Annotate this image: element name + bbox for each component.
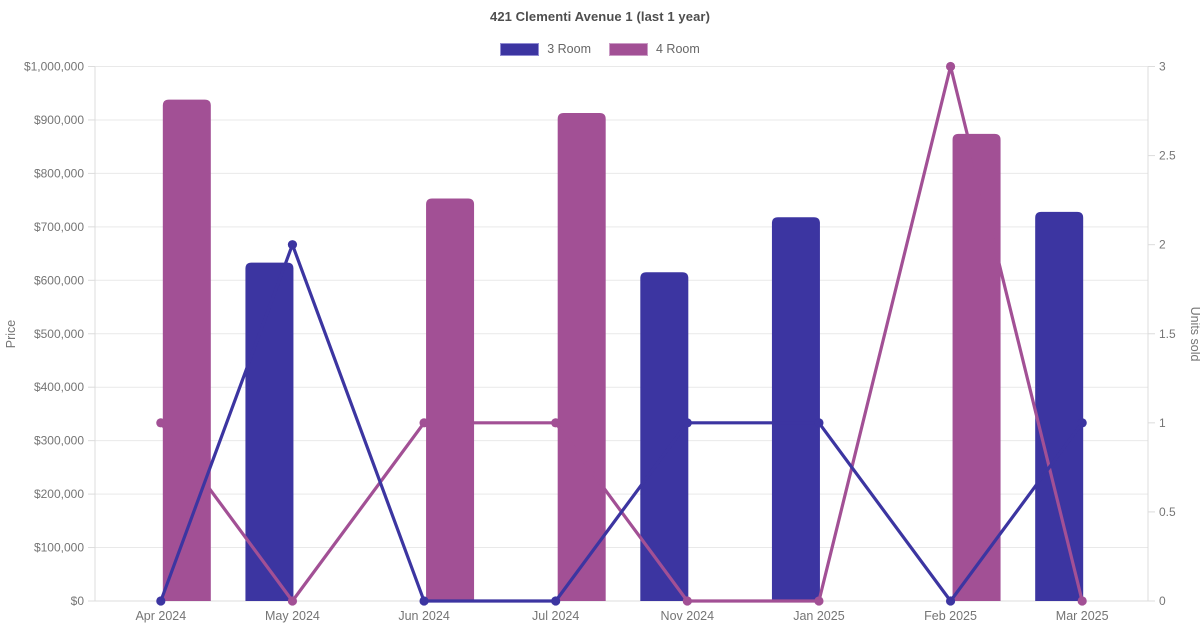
left-tick-label: $900,000 [34, 113, 84, 127]
units-point-3-room-may-2024[interactable] [287, 240, 298, 250]
chart-legend: 3 Room 4 Room [0, 42, 1200, 56]
units-point-4-room-jun-2024[interactable] [419, 418, 429, 428]
units-point-3-room-jun-2024[interactable] [419, 596, 429, 606]
x-tick-label: May 2024 [265, 609, 320, 623]
units-point-4-room-jan-2025[interactable] [814, 596, 824, 606]
price-bar-3-room-jan-2025[interactable] [771, 217, 820, 601]
right-tick-label: 0.5 [1159, 505, 1176, 519]
legend-swatch-3-room [500, 42, 540, 56]
x-tick-label: Nov 2024 [661, 609, 715, 623]
units-point-4-room-may-2024[interactable] [287, 596, 298, 606]
x-tick-label: Feb 2025 [924, 609, 977, 623]
right-tick-label: 1 [1159, 416, 1166, 430]
units-point-4-room-mar-2025[interactable] [1077, 596, 1087, 606]
legend-label-3-room: 3 Room [547, 42, 591, 56]
price-bars-3-room [245, 211, 1084, 601]
left-tick-label: $100,000 [34, 541, 84, 555]
units-point-3-room-jan-2025[interactable] [814, 418, 824, 428]
chart-title: 421 Clementi Avenue 1 (last 1 year) [489, 9, 711, 24]
legend-item-4-room[interactable]: 4 Room [609, 42, 700, 56]
right-tick-label: 1.5 [1159, 327, 1176, 341]
left-tick-label: $500,000 [34, 327, 84, 341]
x-tick-label: Jan 2025 [793, 609, 844, 623]
right-axis: 0 0.5 1 1.5 2 2.5 3 [1148, 60, 1176, 608]
price-bar-3-room-may-2024[interactable] [245, 262, 294, 601]
units-point-3-room-feb-2025[interactable] [945, 596, 956, 606]
right-tick-label: 2 [1159, 238, 1166, 252]
price-bar-4-room-jun-2024[interactable] [426, 198, 475, 602]
left-axis-title: Price [4, 320, 18, 349]
left-tick-label: $1,000,000 [24, 60, 84, 74]
right-tick-label: 2.5 [1159, 149, 1176, 163]
units-point-3-room-apr-2024[interactable] [156, 596, 166, 606]
price-bar-4-room-apr-2024[interactable] [162, 99, 211, 601]
right-tick-label: 0 [1159, 594, 1166, 608]
price-bar-3-room-mar-2025[interactable] [1035, 211, 1084, 601]
units-line-3-room [159, 243, 1084, 603]
price-bar-4-room-jul-2024[interactable] [557, 113, 606, 602]
units-line-series-3-room [156, 240, 1087, 606]
units-point-3-room-mar-2025[interactable] [1077, 418, 1087, 428]
legend-swatch-4-room [609, 42, 648, 56]
units-point-4-room-jul-2024[interactable] [551, 418, 561, 428]
units-point-3-room-nov-2024[interactable] [682, 418, 692, 428]
units-point-4-room-apr-2024[interactable] [156, 418, 166, 428]
left-axis: $0 $100,000 $200,000 $300,000 $400,000 $500,0… [24, 60, 95, 608]
x-tick-label: Jul 2024 [532, 609, 579, 623]
x-axis: Apr 2024 May 2024 Jun 2024 Jul 2024 Nov 2024… [135, 609, 1108, 623]
left-tick-label: $400,000 [34, 380, 84, 394]
left-tick-label: $800,000 [34, 166, 84, 180]
units-point-3-room-jul-2024[interactable] [551, 596, 561, 606]
left-tick-label: $600,000 [34, 273, 84, 287]
units-point-4-room-nov-2024[interactable] [682, 596, 692, 606]
units-point-4-room-feb-2025[interactable] [945, 61, 956, 72]
left-tick-label: $0 [71, 594, 85, 608]
x-tick-label: Jun 2024 [398, 609, 449, 623]
price-bars-4-room [162, 99, 1001, 602]
x-tick-label: Apr 2024 [135, 609, 186, 623]
right-tick-label: 3 [1159, 60, 1166, 74]
price-bar-3-room-nov-2024[interactable] [640, 272, 689, 601]
left-tick-label: $700,000 [34, 220, 84, 234]
legend-label-4-room: 4 Room [656, 42, 700, 56]
legend-item-3-room[interactable]: 3 Room [500, 42, 591, 56]
price-bar-4-room-feb-2025[interactable] [952, 133, 1001, 602]
x-tick-label: Mar 2025 [1056, 609, 1109, 623]
left-tick-label: $200,000 [34, 487, 84, 501]
right-axis-title: Units sold [1188, 307, 1200, 362]
left-tick-label: $300,000 [34, 434, 84, 448]
